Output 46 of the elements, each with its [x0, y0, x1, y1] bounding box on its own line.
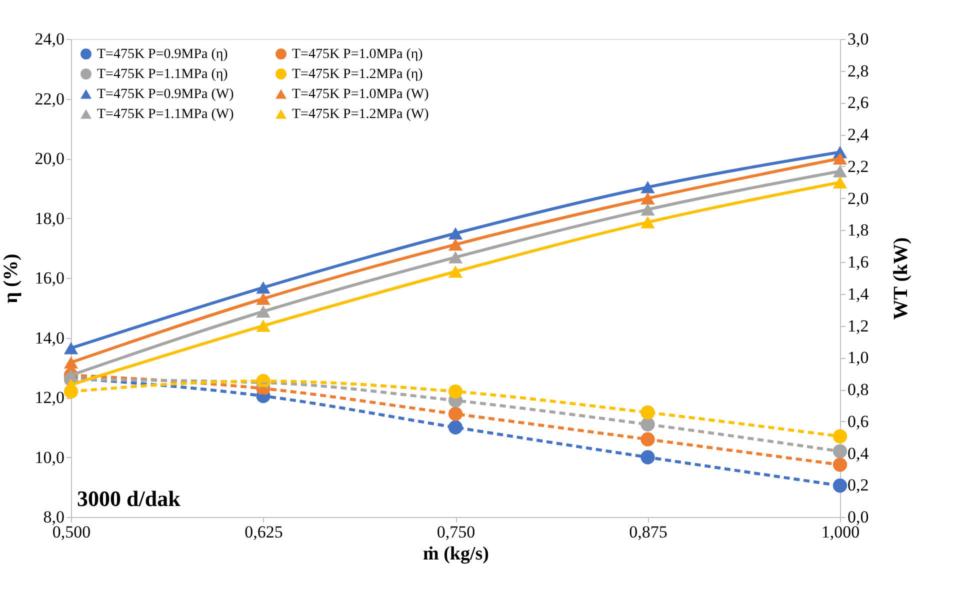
point	[832, 458, 848, 472]
legend-label: T=475K P=1.1MPa (η)	[97, 67, 228, 82]
legend-label: T=475K P=0.9MPa (η)	[97, 47, 228, 62]
y-tick-label: 10,0	[34, 448, 64, 467]
y2-tick-label: 1,8	[848, 220, 869, 240]
legend-label: T=475K P=1.1MPa (W)	[97, 107, 234, 122]
point	[64, 378, 78, 391]
y2-tick-label: 2,4	[848, 125, 870, 144]
legend-label: T=475K P=1.0MPa (η)	[292, 47, 424, 62]
y-tick-label: 22,0	[34, 89, 64, 108]
y2-tick-label: 1,2	[848, 316, 869, 336]
legend-label: T=475K P=1.0MPa (W)	[292, 87, 430, 102]
legend-label: T=475K P=0.9MPa (W)	[97, 87, 234, 102]
y2-tick-label: 1,4	[848, 284, 870, 304]
y-tick-label: 18,0	[34, 208, 64, 228]
x-tick-label: 0,625	[244, 522, 283, 542]
legend-label: T=475K P=1.2MPa (η)	[292, 67, 424, 82]
y-tick-label: 8,0	[43, 508, 64, 526]
y2-tick-label: 2,0	[848, 188, 869, 208]
point	[832, 444, 848, 458]
y2-tick-label: 2,6	[848, 93, 869, 112]
y2-tick-label: 3,0	[848, 30, 869, 48]
y-tick-label: 14,0	[34, 328, 64, 348]
y2-tick-label: 0,6	[848, 412, 869, 431]
y2-axis-title: WT (kW)	[890, 237, 912, 320]
y2-tick-label: 2,8	[848, 61, 869, 80]
x-axis-title: ṁ (kg/s)	[423, 544, 489, 564]
x-tick-label: 0,750	[436, 522, 476, 542]
y2-tick-label: 1,6	[848, 252, 869, 272]
y2-tick-label: 0,0	[848, 508, 869, 526]
x-tick-label: 0,875	[629, 522, 668, 542]
y-tick-label: 16,0	[34, 268, 64, 288]
annotation: 3000 d/dak	[77, 486, 182, 511]
y2-tick-label: 0,4	[848, 444, 870, 463]
y-tick-label: 24,0	[34, 30, 64, 48]
y-tick-label: 20,0	[34, 149, 64, 168]
y2-tick-label: 1,0	[848, 348, 869, 368]
y-axis-title: η (%)	[0, 254, 22, 304]
y2-tick-label: 0,2	[848, 476, 869, 495]
point	[832, 478, 848, 493]
point	[832, 429, 848, 444]
legend-label: T=475K P=1.2MPa (W)	[292, 107, 430, 122]
y2-tick-label: 0,8	[848, 380, 869, 400]
y2-tick-label: 2,2	[848, 156, 869, 176]
point	[832, 165, 848, 178]
y-tick-label: 12,0	[34, 388, 64, 407]
